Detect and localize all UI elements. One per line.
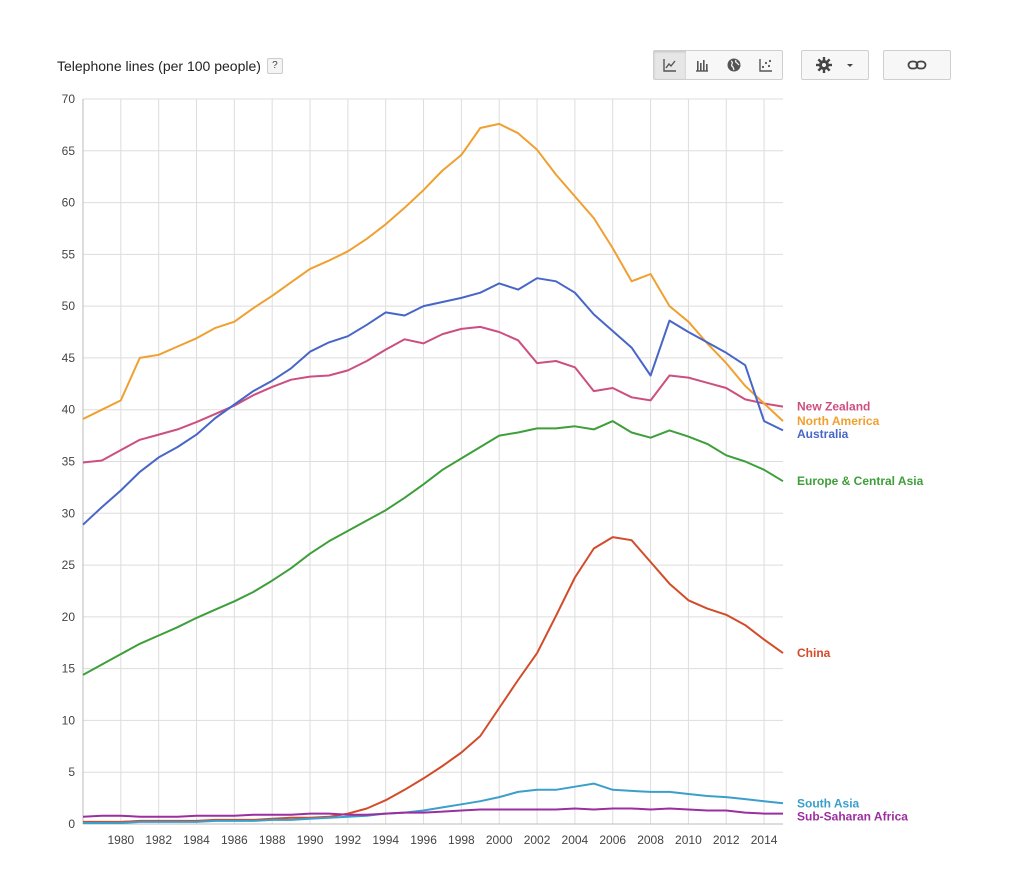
y-tick-label: 5 [68,765,75,779]
x-tick-label: 1994 [372,833,399,847]
y-tick-label: 10 [62,713,76,727]
x-tick-label: 1982 [145,833,172,847]
x-tick-label: 2008 [637,833,664,847]
series-line-australia [82,277,784,526]
series-label-australia: Australia [797,427,849,441]
x-tick-label: 1998 [448,833,475,847]
series-line-sub-saharan-africa [82,807,783,818]
y-tick-label: 40 [62,403,76,417]
chart-header: Telephone lines (per 100 people) ? [57,58,283,74]
line-chart-icon [663,59,676,72]
scatter-chart-button[interactable] [750,51,782,79]
x-tick-label: 1986 [221,833,248,847]
y-tick-label: 25 [62,558,76,572]
y-tick-label: 30 [62,506,76,520]
chart-title: Telephone lines (per 100 people) [57,58,261,74]
series-label-south-asia: South Asia [797,796,860,810]
x-tick-label: 2004 [562,833,589,847]
x-tick-label: 1996 [410,833,437,847]
bar-chart-button[interactable] [686,51,718,79]
series-label-europe-central-asia: Europe & Central Asia [797,474,924,488]
chart-grid [83,98,783,825]
y-tick-label: 20 [62,610,76,624]
chart-axes: 0 5 10 15 20 25 30 35 40 45 50 55 60 65 70 1980 1982 1984… [62,92,783,847]
settings-button[interactable] [801,50,869,80]
series-label-new-zealand: New Zealand [797,400,870,414]
chart-series [82,122,784,824]
line-chart-button[interactable] [654,51,686,79]
globe-map-icon [727,58,741,72]
x-tick-label: 2010 [675,833,702,847]
x-tick-label: 2000 [486,833,513,847]
x-tick-label: 2002 [524,833,551,847]
series-line-new-zealand [82,325,784,464]
x-tick-label: 1988 [259,833,286,847]
series-line-europe-central-asia [82,420,784,676]
map-button[interactable] [718,51,750,79]
help-button[interactable]: ? [266,58,283,74]
x-tick-label: 1980 [107,833,134,847]
y-tick-label: 45 [62,351,76,365]
series-label-sub-saharan-africa: Sub-Saharan Africa [797,809,908,823]
bar-chart-icon [696,60,708,72]
y-tick-label: 65 [62,144,76,158]
x-tick-label: 1992 [335,833,362,847]
y-tick-label: 60 [62,196,76,210]
y-tick-label: 35 [62,455,76,469]
y-tick-label: 50 [62,299,76,313]
x-tick-label: 2006 [599,833,626,847]
x-tick-label: 2012 [713,833,740,847]
x-tick-label: 2014 [751,833,778,847]
scatter-chart-icon [759,59,772,72]
x-tick-label: 1984 [183,833,210,847]
y-tick-label: 0 [68,817,75,831]
series-line-china [83,536,784,823]
series-label-north-america: North America [797,414,880,428]
series-line-north-america [82,122,784,422]
series-line-south-asia [83,782,784,824]
share-link-button[interactable] [883,50,951,80]
chevron-down-icon [847,64,853,67]
series-label-china: China [797,646,831,660]
y-tick-label: 55 [62,247,76,261]
gear-icon [816,57,832,73]
y-tick-label: 70 [62,92,76,106]
y-tick-label: 15 [62,662,76,676]
link-icon [907,60,927,70]
chart-type-toolbar [653,50,783,80]
x-tick-label: 1990 [297,833,324,847]
